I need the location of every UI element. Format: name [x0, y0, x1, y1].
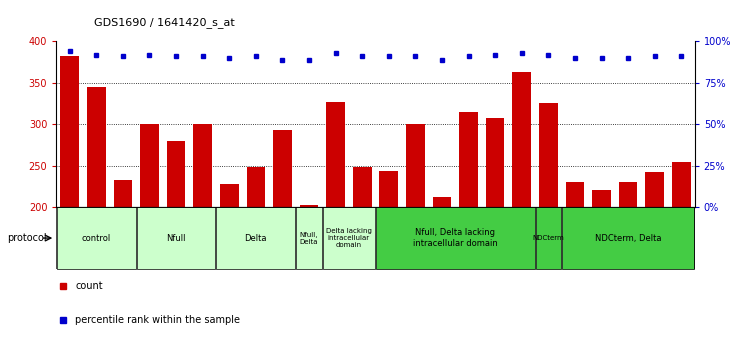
Text: Delta: Delta: [245, 234, 267, 243]
Text: control: control: [82, 234, 111, 243]
Bar: [566, 182, 584, 207]
Bar: [406, 124, 425, 207]
Text: NDCterm, Delta: NDCterm, Delta: [595, 234, 662, 243]
Bar: [273, 130, 291, 207]
Bar: [60, 56, 79, 207]
Bar: [619, 182, 638, 207]
Bar: [593, 190, 611, 207]
Bar: [220, 184, 239, 207]
Bar: [113, 180, 132, 207]
Text: Nfull, Delta lacking
intracellular domain: Nfull, Delta lacking intracellular domai…: [413, 228, 498, 248]
Bar: [562, 207, 694, 269]
Bar: [376, 207, 535, 269]
Bar: [672, 162, 691, 207]
Text: Nfull,
Delta: Nfull, Delta: [300, 231, 318, 245]
Text: percentile rank within the sample: percentile rank within the sample: [75, 315, 240, 325]
Bar: [300, 205, 318, 207]
Bar: [512, 72, 531, 207]
Bar: [323, 207, 375, 269]
Bar: [535, 207, 561, 269]
Bar: [296, 207, 321, 269]
Bar: [645, 172, 664, 207]
Bar: [193, 124, 212, 207]
Bar: [539, 104, 558, 207]
Text: count: count: [75, 282, 103, 292]
Bar: [353, 167, 372, 207]
Bar: [57, 207, 136, 269]
Text: Delta lacking
intracellular
domain: Delta lacking intracellular domain: [326, 228, 372, 248]
Bar: [460, 112, 478, 207]
Bar: [246, 167, 265, 207]
Bar: [216, 207, 295, 269]
Bar: [167, 141, 185, 207]
Text: protocol: protocol: [8, 233, 47, 243]
Bar: [140, 124, 158, 207]
Text: NDCterm: NDCterm: [532, 235, 564, 241]
Text: GDS1690 / 1641420_s_at: GDS1690 / 1641420_s_at: [94, 17, 234, 28]
Text: Nfull: Nfull: [166, 234, 185, 243]
Bar: [137, 207, 216, 269]
Bar: [326, 102, 345, 207]
Bar: [433, 197, 451, 207]
Bar: [87, 87, 106, 207]
Bar: [379, 170, 398, 207]
Bar: [486, 118, 505, 207]
